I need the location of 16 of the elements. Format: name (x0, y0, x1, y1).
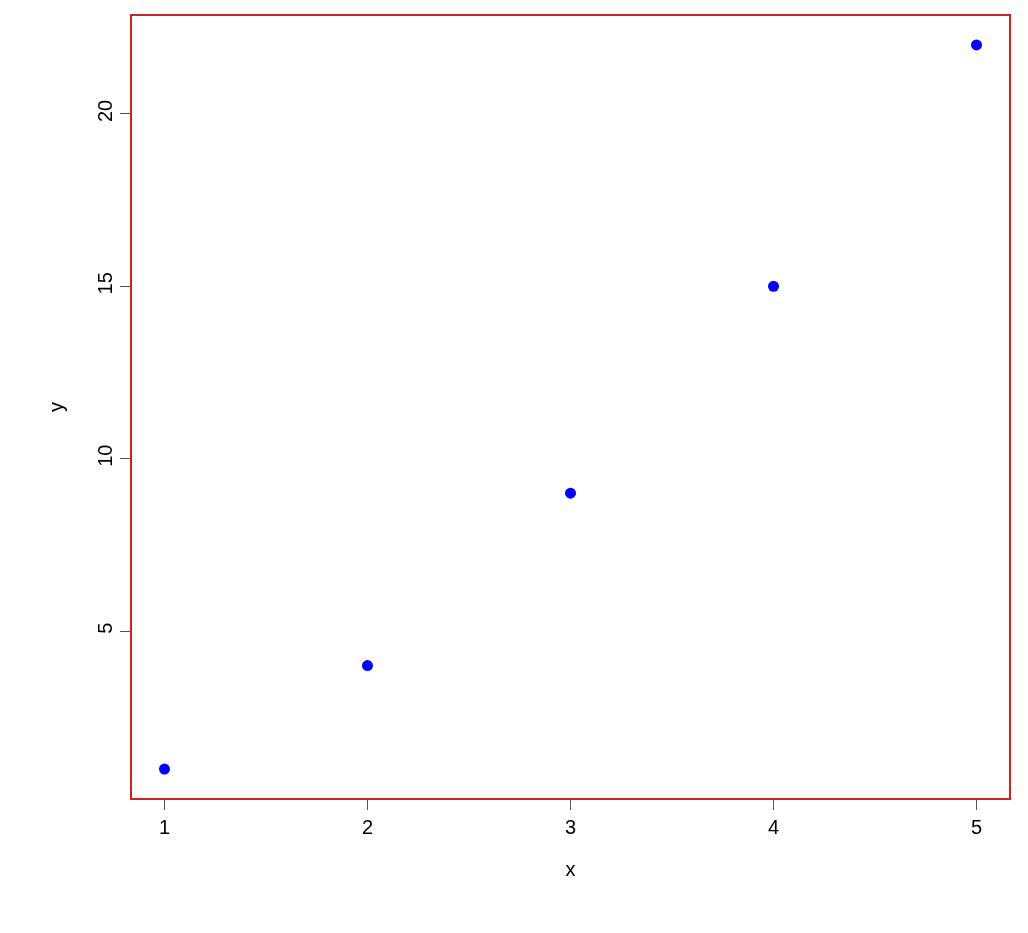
x-tick-label: 1 (158, 816, 171, 838)
y-tick-label: 5 (94, 622, 116, 634)
point (361, 660, 373, 672)
point (158, 763, 170, 775)
y-tick-label: 10 (94, 444, 116, 467)
point (971, 39, 983, 51)
x-tick-label: 3 (564, 816, 577, 838)
y-tick-label: 20 (94, 99, 116, 123)
x-tick-label: 4 (767, 816, 780, 838)
y-tick-label: 15 (94, 272, 116, 295)
x-tick-label: 2 (361, 816, 374, 838)
y-axis-title: y (45, 402, 67, 412)
x-axis-title: x (565, 858, 576, 880)
point (768, 280, 780, 292)
x-tick-label: 5 (970, 816, 983, 838)
point (565, 487, 576, 499)
